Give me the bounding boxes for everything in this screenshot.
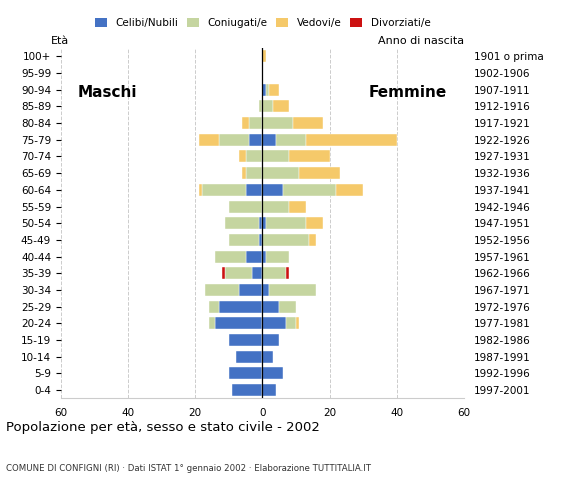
Bar [262, 300, 279, 312]
Bar [215, 251, 246, 263]
Bar [219, 134, 249, 146]
Bar [219, 300, 262, 312]
Bar [229, 334, 262, 346]
Bar [293, 117, 323, 129]
Bar [262, 267, 286, 279]
Legend: Celibi/Nubili, Coniugati/e, Vedovi/e, Divorziati/e: Celibi/Nubili, Coniugati/e, Vedovi/e, Di… [95, 18, 430, 28]
Bar [262, 50, 266, 62]
Bar [239, 284, 262, 296]
Bar [215, 317, 262, 329]
Bar [242, 117, 249, 129]
Bar [262, 351, 273, 363]
Bar [306, 217, 323, 229]
Bar [259, 100, 262, 112]
Bar [266, 251, 289, 263]
Bar [262, 100, 273, 112]
Bar [262, 367, 282, 379]
Bar [286, 317, 296, 329]
Bar [266, 84, 269, 96]
Bar [289, 150, 329, 162]
Text: Maschi: Maschi [78, 84, 137, 100]
Bar [246, 167, 262, 179]
Bar [209, 300, 219, 312]
Bar [259, 234, 262, 246]
Bar [226, 217, 259, 229]
Bar [282, 184, 336, 196]
Bar [259, 217, 262, 229]
Bar [289, 201, 306, 213]
Bar [336, 184, 363, 196]
Bar [286, 267, 289, 279]
Text: COMUNE DI CONFIGNI (RI) · Dati ISTAT 1° gennaio 2002 · Elaborazione TUTTITALIA.I: COMUNE DI CONFIGNI (RI) · Dati ISTAT 1° … [6, 464, 371, 473]
Bar [226, 267, 252, 279]
Bar [299, 167, 340, 179]
Bar [222, 267, 226, 279]
Bar [202, 184, 246, 196]
Bar [269, 84, 279, 96]
Bar [262, 334, 279, 346]
Bar [306, 134, 397, 146]
Bar [262, 134, 276, 146]
Bar [205, 284, 239, 296]
Bar [229, 234, 259, 246]
Bar [262, 284, 269, 296]
Bar [262, 384, 276, 396]
Bar [296, 317, 299, 329]
Bar [269, 284, 316, 296]
Bar [239, 150, 246, 162]
Bar [262, 317, 286, 329]
Bar [262, 184, 282, 196]
Bar [266, 217, 306, 229]
Bar [235, 351, 262, 363]
Bar [249, 134, 262, 146]
Bar [246, 184, 262, 196]
Text: Femmine: Femmine [369, 84, 447, 100]
Bar [262, 201, 289, 213]
Bar [232, 384, 262, 396]
Bar [262, 234, 310, 246]
Text: Popolazione per età, sesso e stato civile - 2002: Popolazione per età, sesso e stato civil… [6, 421, 320, 434]
Bar [262, 84, 266, 96]
Text: Anno di nascita: Anno di nascita [378, 36, 464, 46]
Bar [209, 317, 215, 329]
Bar [229, 367, 262, 379]
Bar [246, 251, 262, 263]
Bar [249, 117, 262, 129]
Bar [262, 150, 289, 162]
Bar [262, 117, 293, 129]
Bar [262, 217, 266, 229]
Bar [262, 167, 299, 179]
Bar [276, 134, 306, 146]
Bar [242, 167, 246, 179]
Bar [198, 184, 202, 196]
Bar [310, 234, 316, 246]
Bar [198, 134, 219, 146]
Bar [246, 150, 262, 162]
Bar [279, 300, 296, 312]
Bar [229, 201, 262, 213]
Bar [252, 267, 262, 279]
Text: Età: Età [51, 36, 69, 47]
Bar [262, 251, 266, 263]
Bar [273, 100, 289, 112]
